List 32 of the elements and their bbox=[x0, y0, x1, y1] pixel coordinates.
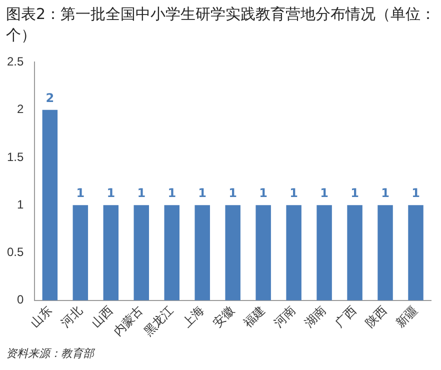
x-tick-label: 福建 bbox=[240, 303, 268, 330]
data-label: 1 bbox=[290, 186, 298, 200]
data-label: 1 bbox=[412, 186, 420, 200]
data-label: 1 bbox=[350, 186, 359, 200]
y-tick-label: 0.5 bbox=[6, 245, 24, 260]
x-tick-label: 湖南 bbox=[302, 303, 329, 330]
data-label: 2 bbox=[46, 90, 54, 105]
data-label: 1 bbox=[106, 186, 116, 200]
x-tick-label: 山西 bbox=[88, 303, 116, 330]
data-label: 1 bbox=[76, 186, 85, 200]
y-tick-label: 1.5 bbox=[6, 150, 24, 164]
data-label: 1 bbox=[168, 186, 176, 200]
y-tick-label: 2.5 bbox=[6, 54, 24, 69]
y-tick-label: 1 bbox=[16, 197, 24, 212]
x-tick-label: 安徽 bbox=[210, 303, 238, 330]
data-label: 1 bbox=[381, 186, 390, 200]
x-tick-label: 河南 bbox=[271, 303, 298, 330]
data-label: 1 bbox=[228, 186, 238, 200]
chart-title: 图表2：第一批全国中小学生研学实践教育营地分布情况（单位：个） bbox=[6, 4, 436, 46]
x-tick-label: 山东 bbox=[28, 303, 54, 330]
y-tick-label: 2 bbox=[16, 102, 24, 116]
data-label: 1 bbox=[198, 186, 207, 200]
x-tick-label: 新疆 bbox=[393, 303, 420, 330]
x-tick-label: 广西 bbox=[332, 303, 360, 330]
data-label: 1 bbox=[320, 186, 328, 200]
y-tick-label: 0 bbox=[16, 292, 24, 307]
x-tick-label: 陕西 bbox=[362, 303, 390, 330]
x-tick-label: 河北 bbox=[58, 303, 85, 330]
data-label: 1 bbox=[259, 186, 268, 200]
data-label: 1 bbox=[137, 186, 146, 200]
x-tick-label: 上海 bbox=[180, 303, 207, 330]
text: 资料来源：教育部 bbox=[6, 346, 94, 361]
